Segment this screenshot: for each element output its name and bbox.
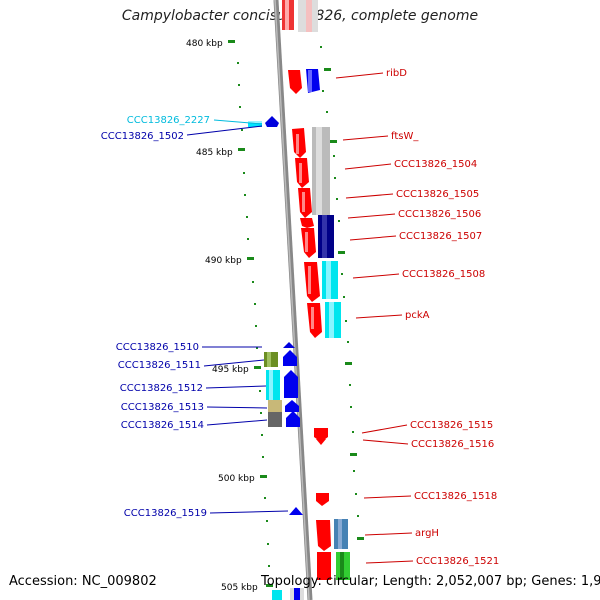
- gene-label-1510[interactable]: CCC13826_1510: [116, 342, 199, 353]
- gene-label-1511[interactable]: CCC13826_1511: [118, 360, 201, 371]
- scale-ticks-right: [324, 68, 364, 540]
- gene-label-pckA[interactable]: pckA: [405, 310, 430, 321]
- gene-label-1516[interactable]: CCC13826_1516: [411, 439, 494, 450]
- gene-label-1512[interactable]: CCC13826_1512: [120, 383, 203, 394]
- gene-column-red[interactable]: [292, 128, 322, 338]
- leader-lines-left: [186, 119, 289, 514]
- gene-label-1505[interactable]: CCC13826_1505: [396, 189, 479, 200]
- scale-dots-left: [237, 62, 270, 567]
- tick-labels: 480 kbp 485 kbp 490 kbp 495 kbp 500 kbp …: [186, 39, 258, 593]
- gene-label-ribD[interactable]: ribD: [386, 68, 407, 79]
- gene-label-1514[interactable]: CCC13826_1514: [121, 420, 204, 431]
- gene-label-ftsW[interactable]: ftsW_: [391, 131, 419, 142]
- tick-label-500: 500 kbp: [218, 474, 255, 484]
- tick-label-495: 495 kbp: [212, 365, 249, 375]
- gene-labels-right: ribD ftsW_ CCC13826_1504 CCC13826_1505 C…: [386, 68, 499, 567]
- topology-text: Topology: circular; Length: 2,052,007 bp…: [261, 574, 600, 589]
- gene-cluster-1510-1514[interactable]: [264, 342, 300, 427]
- gene-label-1515[interactable]: CCC13826_1515: [410, 420, 493, 431]
- gene-column-right[interactable]: [312, 127, 341, 338]
- gene-1515-1516-glyph[interactable]: [314, 428, 328, 445]
- gene-label-2227[interactable]: CCC13826_2227: [127, 115, 210, 126]
- gene-label-1504[interactable]: CCC13826_1504: [394, 159, 477, 170]
- gene-label-1513[interactable]: CCC13826_1513: [121, 402, 204, 413]
- gene-2227-glyph[interactable]: [248, 121, 262, 127]
- genome-backbone: [273, 0, 313, 600]
- gene-label-1502[interactable]: CCC13826_1502: [101, 131, 184, 142]
- gene-label-1506[interactable]: CCC13826_1506: [398, 209, 481, 220]
- gene-label-1521[interactable]: CCC13826_1521: [416, 556, 499, 567]
- gene-argH-1521-glyph[interactable]: [316, 519, 350, 580]
- gene-1518-glyph[interactable]: [316, 493, 329, 506]
- tick-label-485: 485 kbp: [196, 148, 233, 158]
- genome-backbone-highlight: [274, 0, 310, 600]
- gene-ribD-glyph[interactable]: [288, 69, 320, 94]
- gene-label-1518[interactable]: CCC13826_1518: [414, 491, 497, 502]
- gene-labels-left: CCC13826_2227 CCC13826_1502 CCC13826_151…: [101, 115, 210, 519]
- tick-label-490: 490 kbp: [205, 256, 242, 266]
- gene-label-1519[interactable]: CCC13826_1519: [124, 508, 207, 519]
- bottom-edge-genes: [272, 588, 304, 600]
- leader-lines-right: [335, 72, 414, 564]
- gene-label-1508[interactable]: CCC13826_1508: [402, 269, 485, 280]
- gene-label-argH[interactable]: argH: [415, 528, 439, 539]
- gene-1519-glyph[interactable]: [289, 507, 303, 515]
- top-edge-genes: [282, 0, 318, 32]
- scale-ticks-left: [228, 40, 273, 587]
- gene-label-1507[interactable]: CCC13826_1507: [399, 231, 482, 242]
- scale-dots-right: [320, 46, 359, 517]
- gene-1502-glyph[interactable]: [265, 116, 279, 127]
- accession-text: Accession: NC_009802: [9, 574, 157, 589]
- tick-label-505: 505 kbp: [221, 583, 258, 593]
- tick-label-480: 480 kbp: [186, 39, 223, 49]
